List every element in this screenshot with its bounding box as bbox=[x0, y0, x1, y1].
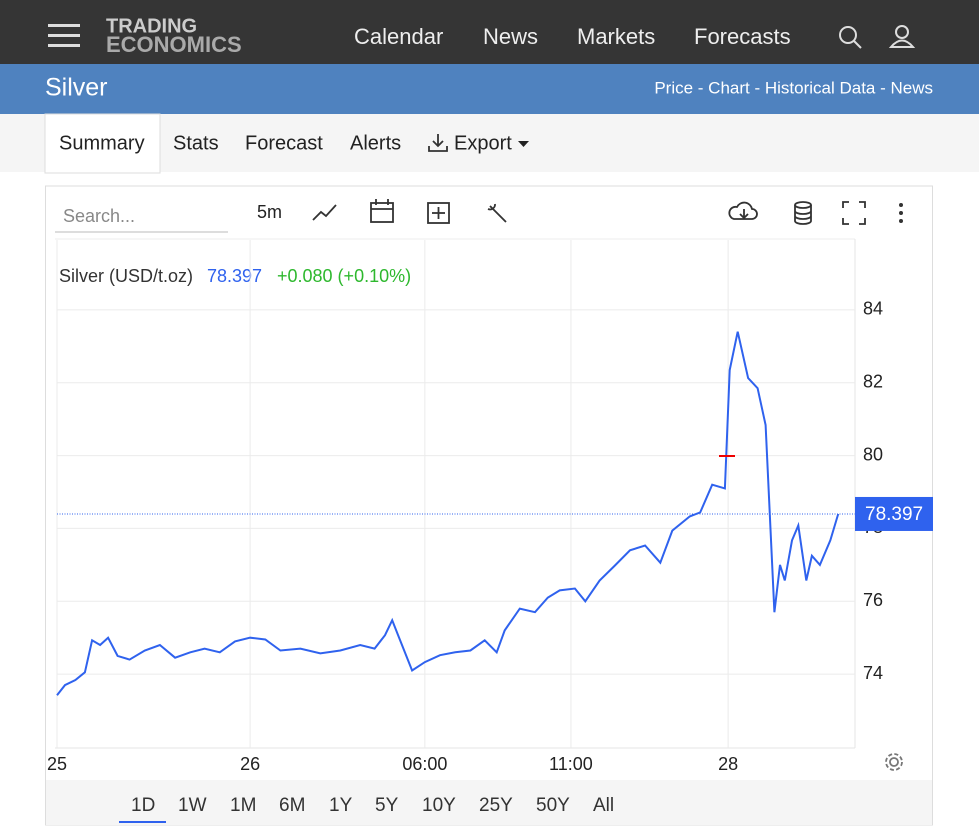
y-tick-label: 76 bbox=[863, 590, 883, 610]
page-title: Silver bbox=[45, 74, 108, 102]
export-icon bbox=[428, 134, 448, 152]
range-button[interactable]: 50Y bbox=[536, 795, 570, 816]
chart-panel bbox=[45, 185, 933, 826]
nav-item[interactable]: News bbox=[483, 24, 538, 49]
calendar-icon[interactable] bbox=[370, 199, 394, 223]
tab[interactable]: Alerts bbox=[350, 132, 401, 154]
header-bar bbox=[0, 64, 979, 114]
price-line bbox=[56, 331, 840, 696]
y-tick-label: 84 bbox=[863, 299, 883, 319]
price-tag-label: 78.397 bbox=[865, 504, 923, 525]
menu-icon[interactable] bbox=[48, 24, 80, 47]
settings-icon[interactable] bbox=[885, 753, 903, 771]
download-icon[interactable] bbox=[728, 201, 758, 220]
tab-bar bbox=[0, 114, 979, 172]
range-button[interactable]: 5Y bbox=[375, 795, 399, 816]
tools-icon[interactable] bbox=[487, 203, 507, 223]
range-button[interactable]: 25Y bbox=[479, 795, 513, 816]
last-price: 78.397 bbox=[207, 266, 262, 286]
x-tick-label: 11:00 bbox=[549, 754, 593, 774]
more-icon[interactable] bbox=[899, 203, 903, 223]
tab[interactable]: Export bbox=[454, 132, 512, 154]
add-icon[interactable] bbox=[427, 202, 450, 224]
header-links[interactable]: Price - Chart - Historical Data - News bbox=[654, 78, 933, 97]
range-button[interactable]: 1Y bbox=[329, 795, 353, 816]
range-buttons: 1D 1W 1M 6M 1Y 5Y 10Y 25Y 50Y All bbox=[119, 795, 614, 823]
fullscreen-icon[interactable] bbox=[842, 201, 866, 225]
x-tick-label: 06:00 bbox=[402, 754, 447, 774]
tab[interactable]: Summary bbox=[59, 132, 145, 154]
range-button[interactable]: 6M bbox=[279, 795, 305, 816]
tab[interactable]: Stats bbox=[173, 132, 219, 154]
y-tick-label: 82 bbox=[863, 371, 883, 391]
x-tick-label: 28 bbox=[718, 754, 738, 774]
nav-item[interactable]: Forecasts bbox=[694, 24, 791, 49]
x-tick-label: 25 bbox=[47, 754, 67, 774]
interval[interactable]: 5m bbox=[257, 202, 282, 222]
range-button[interactable]: 10Y bbox=[422, 795, 456, 816]
y-tick-label: 74 bbox=[863, 663, 883, 683]
price-change: +0.080 (+0.10%) bbox=[277, 266, 411, 286]
range-button[interactable]: 1D bbox=[131, 795, 155, 816]
chart-type-icon[interactable] bbox=[312, 204, 337, 221]
price-tag bbox=[855, 496, 933, 531]
user-icon[interactable] bbox=[888, 25, 916, 48]
chart-title: Silver (USD/t.oz) bbox=[59, 266, 193, 286]
nav-item[interactable]: Calendar bbox=[354, 24, 443, 49]
logo[interactable]: TRADING bbox=[106, 15, 197, 37]
top-nav bbox=[0, 0, 979, 64]
x-tick-label: 26 bbox=[240, 754, 260, 774]
caret bbox=[518, 141, 529, 147]
active-tab bbox=[44, 113, 161, 174]
tab[interactable]: Forecast bbox=[245, 132, 323, 154]
range-button[interactable]: 1W bbox=[178, 795, 207, 816]
search-input[interactable]: Search... bbox=[63, 206, 135, 226]
y-tick-label: 80 bbox=[863, 444, 883, 464]
logo[interactable]: ECONOMICS bbox=[106, 32, 242, 57]
nav-item[interactable]: Markets bbox=[577, 24, 655, 49]
search-icon[interactable] bbox=[839, 26, 862, 49]
range-button[interactable]: All bbox=[593, 795, 614, 816]
range-bar bbox=[46, 780, 932, 825]
range-button[interactable]: 1M bbox=[230, 795, 256, 816]
data-icon[interactable] bbox=[794, 201, 812, 225]
